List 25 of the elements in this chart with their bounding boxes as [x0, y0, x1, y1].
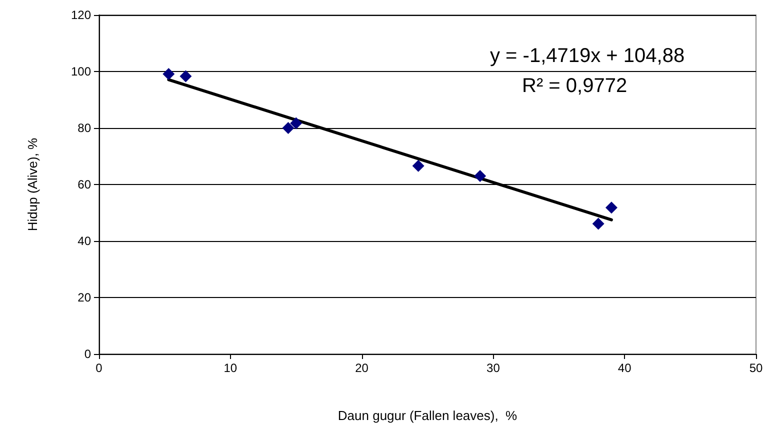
y-tick-label: 20 [78, 290, 92, 304]
point [290, 117, 302, 130]
point [180, 70, 192, 82]
x-tick-label: 30 [486, 361, 500, 375]
x-tick-label: 0 [96, 361, 103, 375]
x-tick-label: 40 [618, 361, 632, 375]
y-tick-label: 80 [78, 121, 92, 135]
y-tick-label: 60 [78, 178, 92, 192]
annotation: R² = 0,9772 [522, 75, 628, 97]
y-tick-label: 100 [70, 64, 92, 78]
y-tick-label: 40 [78, 234, 92, 248]
x-tick-label: 10 [224, 361, 238, 375]
point [412, 160, 424, 172]
y-tick-label: 0 [84, 347, 92, 361]
point [605, 202, 618, 214]
point [474, 170, 486, 182]
x-tick-label: 50 [749, 361, 763, 375]
annotation: y = -1,4719x + 104,88 [490, 45, 685, 67]
x-axis-title: Daun gugur (Fallen leaves), % [338, 408, 518, 423]
point [592, 218, 604, 230]
y-axis-title: Hidup (Alive), % [25, 137, 40, 232]
point [162, 68, 175, 80]
y-tick-label: 120 [70, 8, 92, 22]
x-tick-label: 20 [355, 361, 369, 375]
point [282, 122, 294, 134]
